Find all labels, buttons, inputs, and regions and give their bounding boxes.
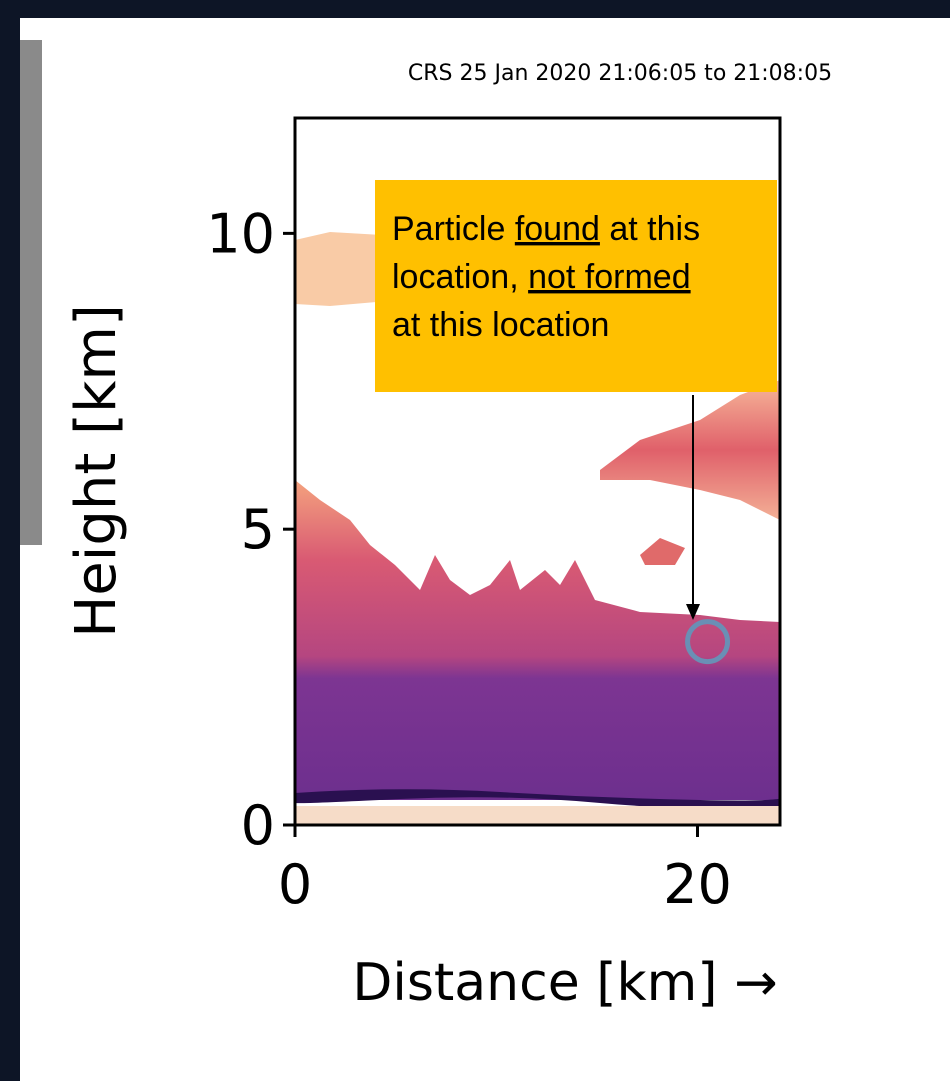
annotation-line: Particle found at this (392, 210, 700, 248)
cloud-layer (295, 480, 780, 800)
annotation-text: not formed (528, 258, 691, 296)
annotation-text: Particle (392, 210, 515, 248)
cloud-cell (640, 538, 685, 565)
annotation-text: found (515, 210, 600, 248)
annotation-line: location, not formed (392, 258, 691, 296)
x-tick-label: 0 (278, 853, 312, 916)
arrow-head (686, 604, 700, 620)
plot-frame (293, 116, 782, 827)
chart-title: CRS 25 Jan 2020 21:06:05 to 21:08:05 (408, 61, 832, 86)
y-tick-label: 0 (241, 794, 275, 857)
annotation-text: location, (392, 258, 528, 296)
annotation-line: at this location (392, 306, 609, 344)
annotation-text: at this location (392, 306, 609, 344)
y-axis-label: Height [km] (64, 304, 129, 638)
annotation-text: at this (600, 210, 700, 248)
annotation-box (375, 180, 777, 392)
side-strip (20, 40, 42, 545)
y-tick-label: 5 (241, 498, 275, 561)
surface-band (295, 806, 780, 825)
particle-marker (685, 619, 731, 665)
x-tick-label: 20 (663, 853, 732, 916)
ground-echo (295, 789, 780, 809)
x-axis-label: Distance [km] → (352, 953, 777, 1013)
upper-cloud (600, 380, 780, 520)
y-tick-label: 10 (206, 202, 275, 265)
